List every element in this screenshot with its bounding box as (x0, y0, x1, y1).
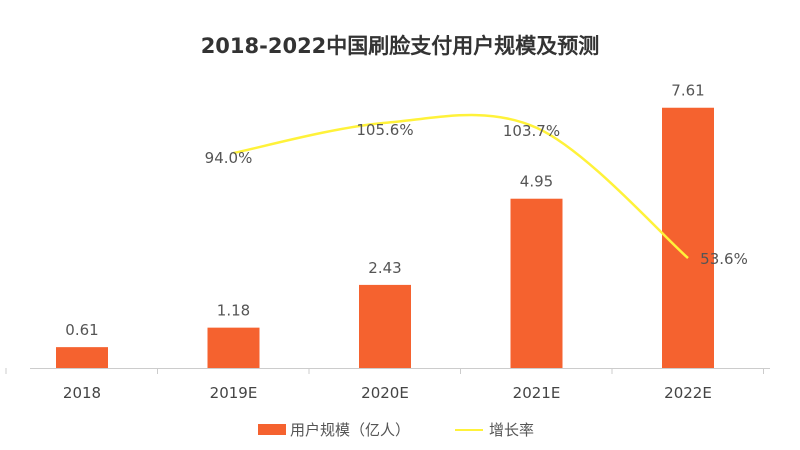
line-label-2022E: 53.6% (700, 250, 748, 268)
bar-2021E (510, 198, 563, 368)
bar-2022E (662, 107, 714, 368)
bar-2020E (359, 284, 411, 368)
line-label-2021E: 103.7% (503, 122, 560, 140)
legend-item-growth: 增长率 (455, 419, 534, 440)
bar-label-2020E: 2.43 (368, 259, 401, 277)
chart-title: 2018-2022中国刷脸支付用户规模及预测 (200, 34, 600, 58)
x-tick-label: 2022E (664, 384, 712, 402)
bar-label-2021E: 4.95 (520, 173, 553, 191)
legend-swatch-line (455, 428, 483, 431)
bar-label-2022E: 7.61 (671, 82, 704, 100)
legend-label-growth: 增长率 (489, 421, 535, 439)
growth-line (233, 113, 689, 259)
legend-swatch-bar (258, 424, 286, 435)
x-tick-label: 2020E (361, 384, 409, 402)
x-tick-label: 2018 (63, 384, 101, 402)
legend-item-users: 用户规模（亿人） (258, 419, 410, 440)
line-label-2020E: 105.6% (356, 121, 413, 139)
legend-label-users: 用户规模（亿人） (290, 421, 411, 439)
bar-2019E (207, 327, 260, 368)
bar-label-2019E: 1.18 (217, 302, 250, 320)
line-label-2019E: 94.0% (205, 149, 253, 167)
bar-2018 (56, 347, 108, 368)
x-tick-label: 2019E (210, 384, 258, 402)
x-tick-label: 2021E (513, 384, 561, 402)
bar-label-2018: 0.61 (65, 321, 98, 339)
